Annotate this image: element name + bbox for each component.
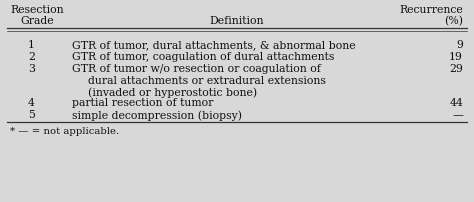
Text: 2: 2 (28, 52, 35, 62)
Text: Recurrence: Recurrence (399, 5, 463, 15)
Text: 4: 4 (28, 98, 35, 108)
Text: 1: 1 (28, 40, 35, 50)
Text: * — = not applicable.: * — = not applicable. (10, 127, 119, 136)
Text: Resection: Resection (10, 5, 64, 15)
Text: 3: 3 (28, 64, 35, 74)
Text: GTR of tumor, coagulation of dural attachments: GTR of tumor, coagulation of dural attac… (72, 52, 334, 62)
Text: GTR of tumor w/o resection or coagulation of: GTR of tumor w/o resection or coagulatio… (72, 64, 321, 74)
Text: —: — (452, 110, 463, 120)
Text: 29: 29 (449, 64, 463, 74)
Text: partial resection of tumor: partial resection of tumor (72, 98, 213, 108)
Text: 5: 5 (28, 110, 35, 120)
Text: GTR of tumor, dural attachments, & abnormal bone: GTR of tumor, dural attachments, & abnor… (72, 40, 356, 50)
Text: Definition: Definition (210, 16, 264, 26)
Text: 44: 44 (449, 98, 463, 108)
Text: Grade: Grade (20, 16, 54, 26)
Text: 19: 19 (449, 52, 463, 62)
Text: (invaded or hyperostotic bone): (invaded or hyperostotic bone) (88, 87, 257, 98)
Text: dural attachments or extradural extensions: dural attachments or extradural extensio… (88, 76, 326, 85)
Text: 9: 9 (456, 40, 463, 50)
Text: (%): (%) (444, 16, 463, 26)
Text: simple decompression (biopsy): simple decompression (biopsy) (72, 110, 242, 121)
